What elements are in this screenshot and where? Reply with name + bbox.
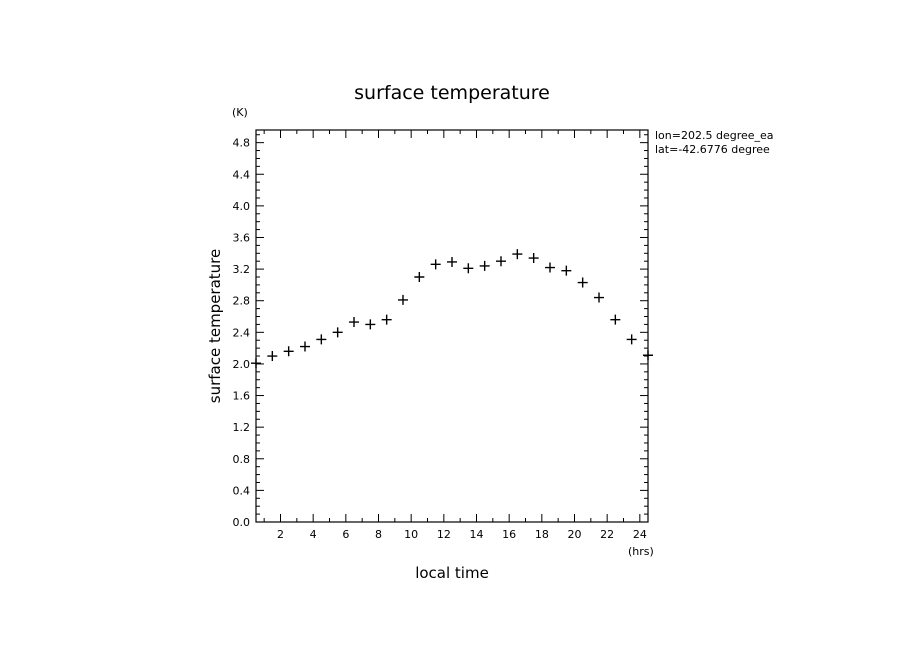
x-tick-label: 2 (277, 528, 284, 541)
x-axis-label: local time (415, 564, 489, 582)
data-point (398, 294, 408, 305)
data-point (267, 351, 278, 362)
axis-ticks (256, 130, 648, 523)
y-tick-label: 1.6 (233, 390, 251, 403)
chart-title: surface temperature (354, 82, 550, 104)
y-tick-label: 3.6 (233, 231, 251, 244)
y-tick-label: 3.2 (233, 263, 251, 276)
x-tick-label: 4 (310, 528, 317, 541)
data-point (332, 327, 343, 338)
x-tick-label: 10 (404, 528, 418, 541)
data-point (577, 277, 588, 288)
y-tick-label: 2.0 (233, 358, 251, 371)
y-axis-label: surface temperature (206, 249, 224, 404)
tick-labels: 0.0 0.4 0.8 1.2 1.6 2.0 2.4 2.8 3.2 3.6 4.0 4.4 4.8 2… (233, 137, 647, 541)
annotation-lat: lat=-42.6776 degree (655, 143, 770, 156)
y-tick-label: 4.0 (233, 200, 251, 213)
data-point (251, 358, 261, 369)
y-tick-label: 0.0 (233, 516, 251, 529)
data-markers (251, 249, 653, 369)
x-tick-label: 6 (342, 528, 349, 541)
data-point (349, 317, 359, 328)
data-point (626, 334, 637, 345)
x-tick-label: 22 (600, 528, 614, 541)
annotation-lon: lon=202.5 degree_ea (655, 129, 774, 142)
y-tick-label: 2.4 (233, 326, 251, 339)
x-tick-label: 18 (535, 528, 549, 541)
y-tick-label: 2.8 (233, 295, 251, 308)
data-point (610, 314, 621, 325)
x-tick-label: 8 (375, 528, 382, 541)
y-tick-label: 0.8 (233, 453, 251, 466)
data-point (365, 319, 376, 330)
data-point (447, 256, 457, 267)
data-point (300, 341, 310, 352)
data-point (479, 260, 490, 271)
plot-frame (255, 129, 649, 523)
data-point (643, 350, 653, 361)
x-tick-label: 16 (502, 528, 516, 541)
data-point (430, 259, 441, 270)
data-point (561, 265, 572, 276)
data-point (463, 263, 474, 274)
data-point (414, 272, 425, 282)
y-axis-unit: (K) (232, 106, 248, 119)
data-point (316, 334, 327, 345)
y-tick-label: 0.4 (233, 484, 251, 497)
data-point (381, 314, 392, 325)
x-tick-label: 12 (437, 528, 451, 541)
data-point (594, 292, 604, 303)
data-point (283, 346, 294, 357)
data-point (512, 249, 523, 260)
x-tick-label: 20 (568, 528, 582, 541)
x-axis-unit: (hrs) (628, 545, 654, 558)
data-point (528, 253, 539, 264)
y-tick-label: 4.4 (233, 168, 251, 181)
x-tick-label: 14 (470, 528, 484, 541)
data-point (496, 256, 506, 267)
x-tick-label: 24 (633, 528, 647, 541)
y-tick-label: 4.8 (233, 137, 251, 150)
data-point (545, 262, 555, 273)
y-tick-label: 1.2 (233, 421, 251, 434)
